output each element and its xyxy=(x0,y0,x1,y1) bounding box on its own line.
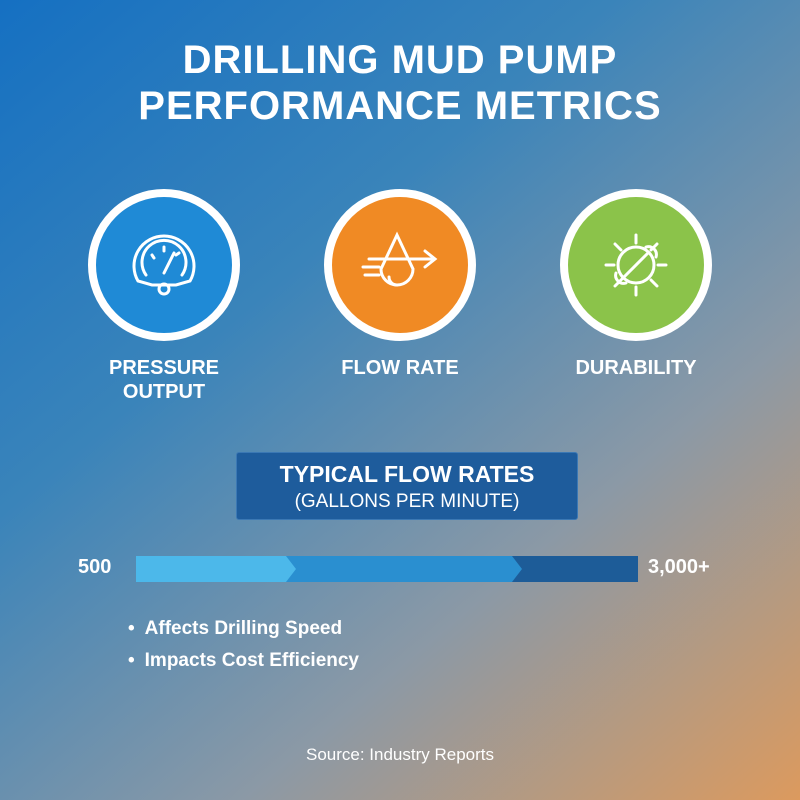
title-line: PERFORMANCE METRICS xyxy=(138,84,662,128)
source: Source: Industry Reports xyxy=(305,745,495,764)
pressure-icon xyxy=(88,189,240,341)
range-max: 3,000+ xyxy=(648,556,710,578)
flow-icon xyxy=(324,189,476,341)
metric-label: PRESSURE OUTPUT xyxy=(108,357,220,403)
bullet: Affects Drilling Speed xyxy=(128,618,342,640)
bar-segment xyxy=(136,556,296,582)
range-min: 500 xyxy=(78,556,112,578)
durability-icon xyxy=(560,189,712,341)
flow-subtitle: (GALLONS PER MINUTE) xyxy=(294,491,520,512)
bullet: Impacts Cost Efficiency xyxy=(128,650,359,672)
flow-box: TYPICAL FLOW RATES (GALLONS PER MINUTE) xyxy=(236,452,578,520)
metric-label: FLOW RATE xyxy=(341,357,459,379)
flow-title: TYPICAL FLOW RATES xyxy=(279,461,535,487)
metric-label: DURABILITY xyxy=(575,357,697,379)
range-bar xyxy=(136,556,638,582)
title-line: DRILLING MUD PUMP xyxy=(182,38,618,82)
